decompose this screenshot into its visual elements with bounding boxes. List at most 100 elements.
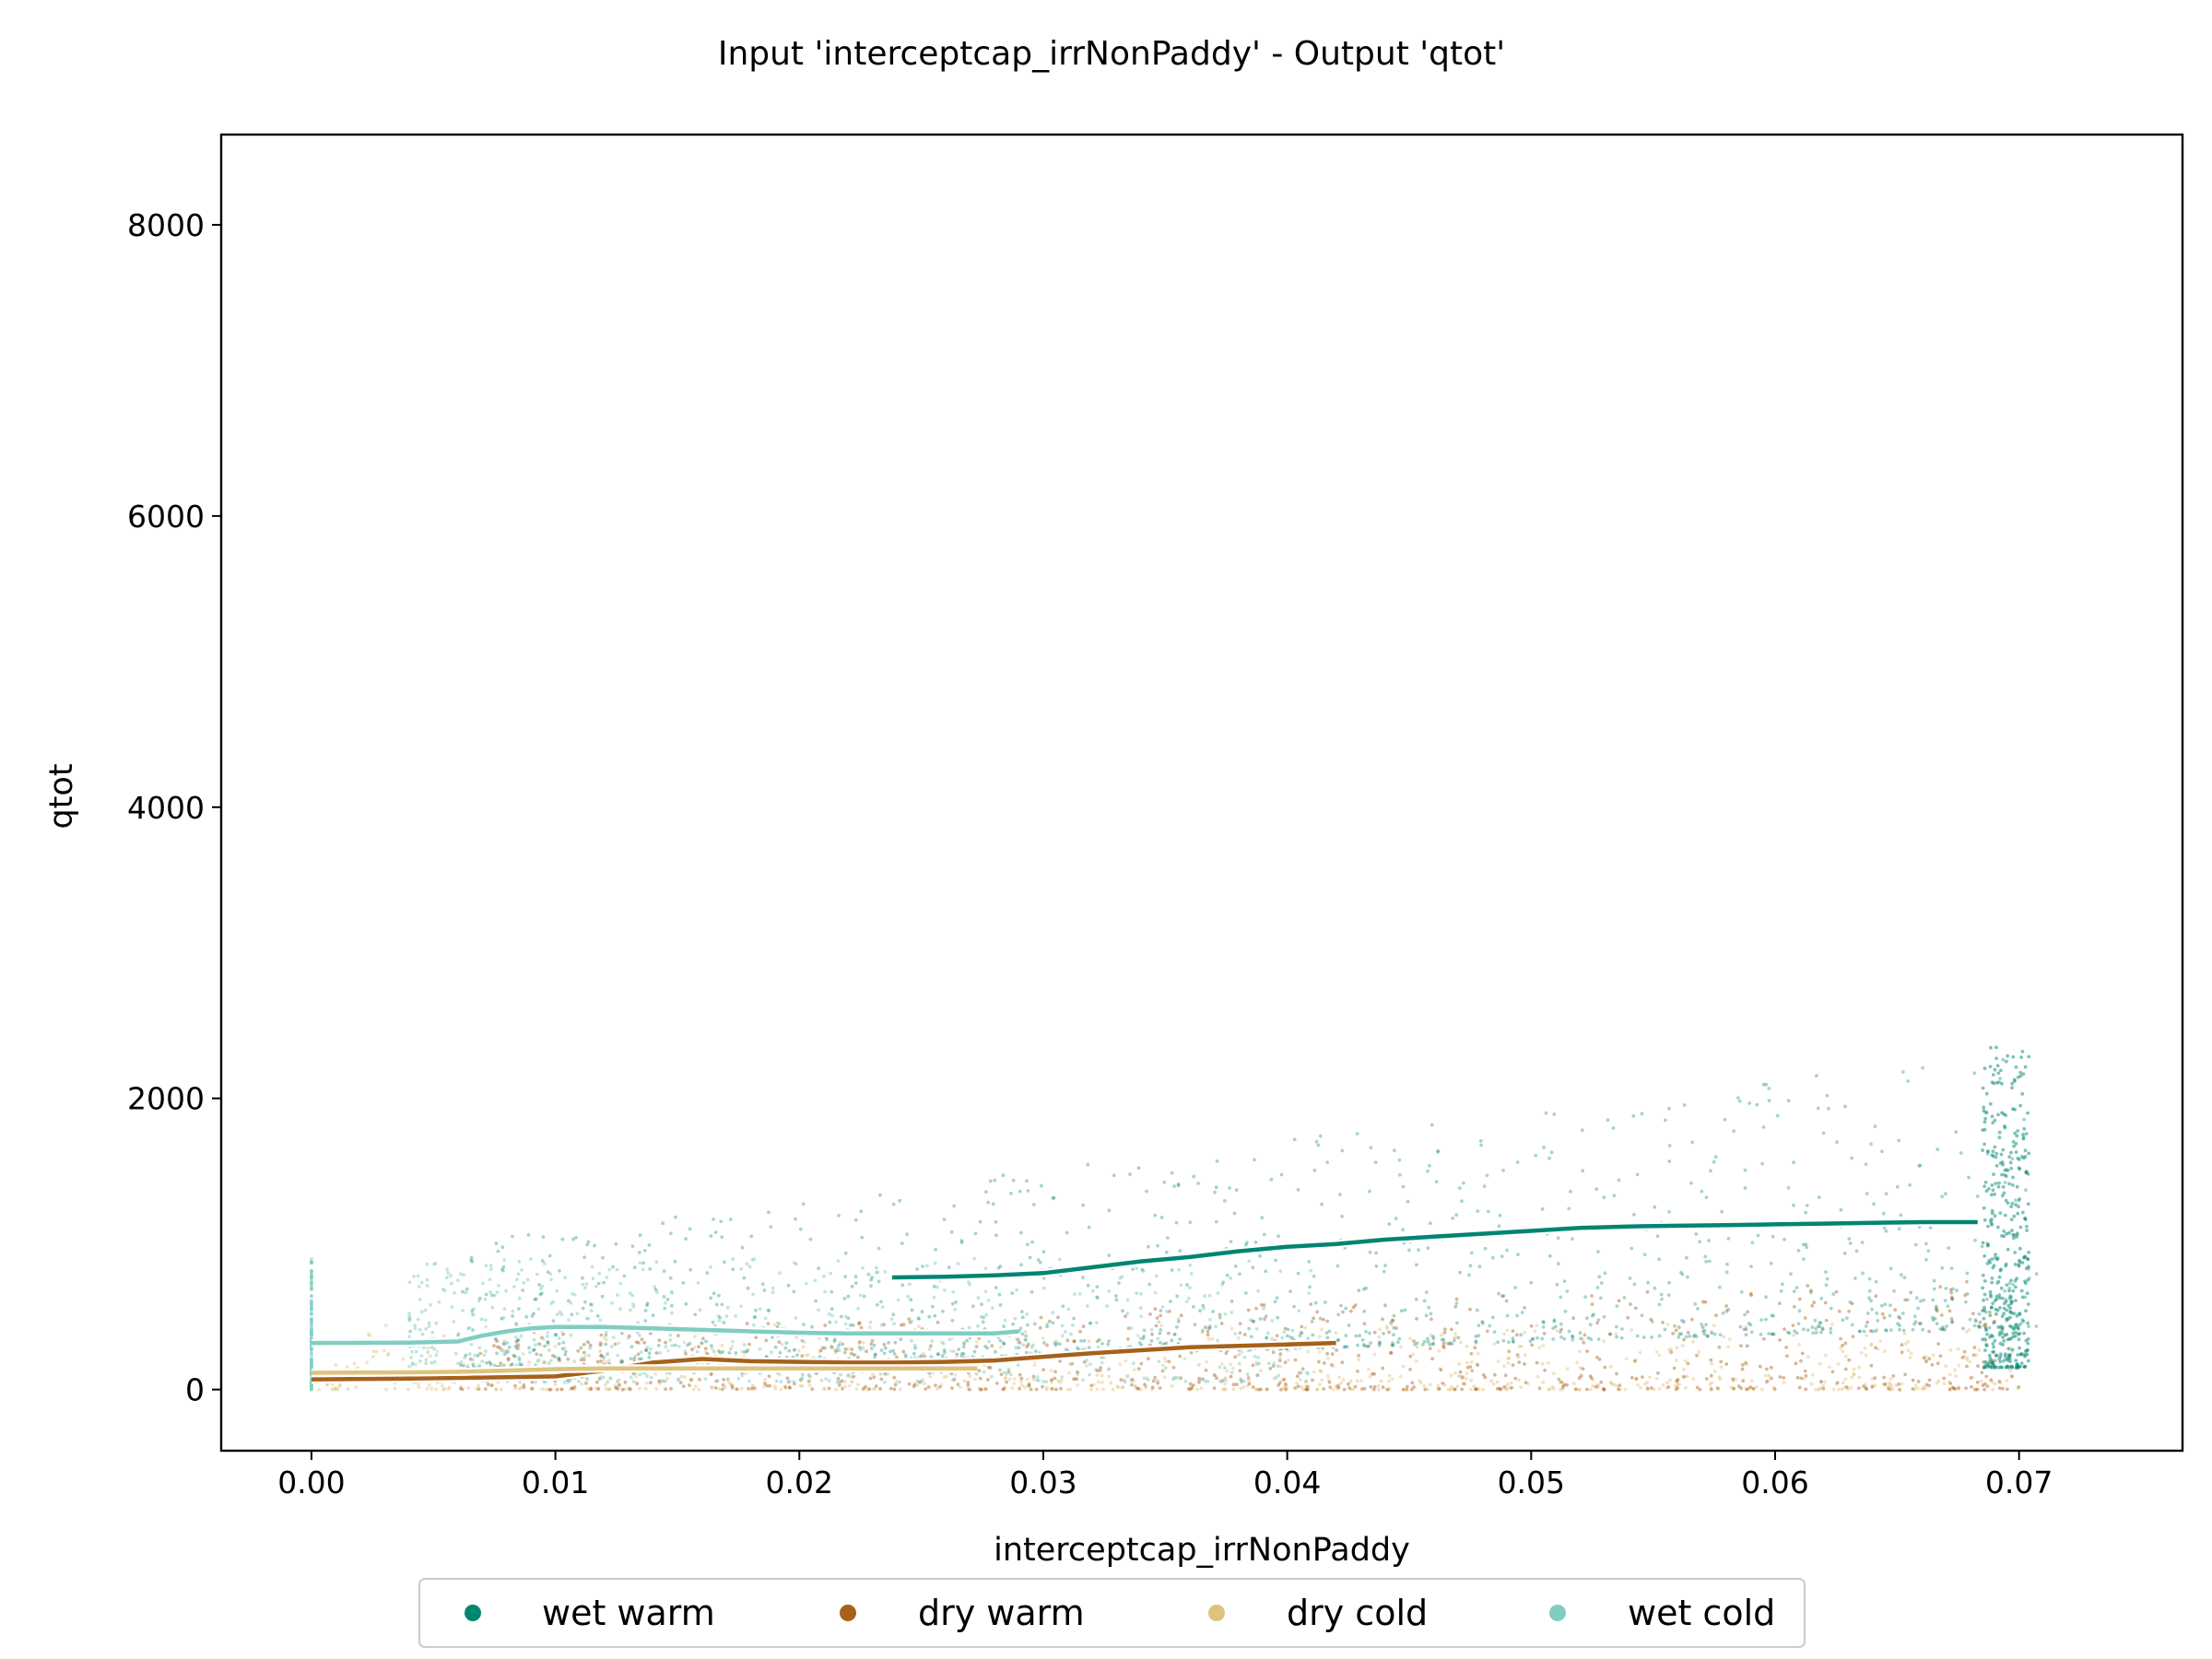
data-point — [1421, 1343, 1425, 1347]
data-point — [1002, 1324, 1006, 1328]
data-point — [1158, 1386, 1162, 1390]
data-point — [720, 1302, 724, 1307]
data-point — [1817, 1387, 1821, 1392]
data-point — [966, 1383, 971, 1387]
data-point — [951, 1349, 956, 1354]
data-point — [1994, 1353, 1999, 1358]
data-point — [1804, 1210, 1808, 1215]
data-point — [657, 1380, 662, 1384]
data-point — [511, 1309, 515, 1313]
data-point — [1457, 1186, 1462, 1190]
data-point — [1253, 1241, 1258, 1244]
data-point — [713, 1386, 718, 1390]
data-point — [1372, 1384, 1377, 1389]
data-point — [1278, 1269, 1283, 1274]
data-point — [2020, 1092, 2025, 1096]
data-point — [893, 1382, 898, 1387]
data-point — [1253, 1158, 1256, 1162]
data-point — [788, 1386, 792, 1390]
data-point — [425, 1262, 429, 1266]
data-point — [1414, 1298, 1418, 1301]
data-point — [1829, 1330, 1833, 1335]
data-point — [882, 1343, 887, 1347]
data-point — [1474, 1339, 1478, 1343]
data-point — [606, 1352, 609, 1357]
data-point — [1461, 1375, 1465, 1379]
data-point — [872, 1343, 877, 1347]
data-point — [2007, 1281, 2012, 1286]
data-point — [1018, 1386, 1021, 1391]
data-point — [1837, 1309, 1841, 1313]
data-point — [1188, 1382, 1193, 1386]
data-point — [1458, 1340, 1463, 1345]
data-point — [1736, 1096, 1740, 1100]
data-point — [543, 1344, 547, 1348]
data-point — [1843, 1104, 1847, 1109]
data-point — [604, 1386, 608, 1391]
data-point — [720, 1344, 724, 1347]
data-point — [1191, 1383, 1195, 1387]
data-point — [1282, 1377, 1287, 1382]
data-point — [1875, 1311, 1879, 1315]
data-point — [1682, 1337, 1686, 1342]
data-point — [1965, 1364, 1969, 1369]
data-point — [850, 1380, 854, 1384]
data-point — [1917, 1322, 1922, 1325]
data-point — [2027, 1054, 2031, 1059]
data-point — [1520, 1311, 1524, 1314]
data-point — [1251, 1265, 1255, 1270]
data-point — [1156, 1336, 1160, 1341]
data-point — [994, 1286, 998, 1289]
data-point — [1984, 1328, 1989, 1333]
data-point — [1362, 1343, 1366, 1347]
data-point — [1436, 1387, 1440, 1391]
data-point — [1453, 1336, 1456, 1340]
data-point — [1991, 1149, 1995, 1154]
data-point — [1154, 1274, 1159, 1278]
data-point — [1026, 1189, 1030, 1193]
data-point — [2014, 1198, 2018, 1203]
data-point — [1415, 1317, 1418, 1321]
data-point — [1223, 1387, 1228, 1392]
data-point — [1476, 1351, 1480, 1356]
data-point — [1516, 1253, 1520, 1257]
data-point — [1898, 1387, 1902, 1392]
data-point — [1233, 1332, 1238, 1335]
data-point — [976, 1324, 980, 1328]
data-point — [1454, 1297, 1459, 1301]
data-point — [365, 1360, 369, 1364]
data-point — [710, 1344, 713, 1348]
data-point — [1044, 1387, 1049, 1392]
data-point — [1824, 1270, 1828, 1274]
data-point — [1686, 1331, 1690, 1335]
data-point — [1519, 1385, 1523, 1389]
data-point — [310, 1384, 313, 1389]
data-point — [955, 1352, 959, 1357]
data-point — [1357, 1358, 1361, 1362]
data-point — [1284, 1387, 1288, 1392]
data-point — [1050, 1377, 1054, 1382]
data-point — [1986, 1187, 1991, 1191]
data-point — [1935, 1304, 1938, 1309]
data-point — [942, 1218, 947, 1221]
data-point — [1602, 1195, 1606, 1199]
data-point — [1369, 1341, 1372, 1345]
data-point — [931, 1304, 935, 1309]
data-point — [1948, 1382, 1953, 1385]
data-point — [1422, 1299, 1427, 1303]
data-point — [1437, 1349, 1441, 1353]
data-point — [1026, 1242, 1030, 1247]
trend-line-dry-cold — [311, 1366, 978, 1375]
data-point — [1237, 1352, 1241, 1357]
data-point — [1339, 1381, 1343, 1385]
data-point — [1511, 1329, 1515, 1333]
data-point — [611, 1335, 616, 1339]
data-point — [1036, 1258, 1041, 1262]
data-point — [1814, 1326, 1818, 1331]
data-point — [1453, 1386, 1457, 1391]
data-point — [1507, 1340, 1511, 1345]
data-point — [1266, 1361, 1271, 1366]
data-point — [1212, 1373, 1217, 1377]
data-point — [2005, 1231, 2008, 1236]
data-point — [1176, 1317, 1181, 1322]
